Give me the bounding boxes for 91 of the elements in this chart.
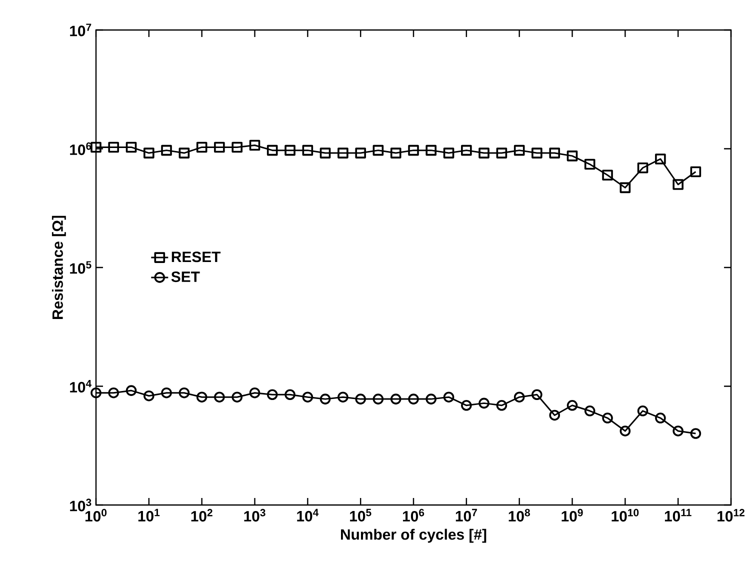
point <box>249 140 260 151</box>
point <box>266 144 278 156</box>
point <box>443 392 454 403</box>
x-axis-title: Number of cycles [#] <box>341 528 486 543</box>
point <box>355 148 366 158</box>
point <box>602 412 613 424</box>
x-tick-label: 10$^{3}$ <box>244 508 266 522</box>
point <box>284 389 296 400</box>
x-tick-label: 10$^{4}$ <box>297 508 319 522</box>
point <box>320 394 331 404</box>
point <box>549 410 560 421</box>
point <box>672 179 684 190</box>
point <box>372 394 384 404</box>
y-tick-label: 10$^{7}$ <box>70 24 92 36</box>
x-tick-label: 10$^{0}$ <box>85 508 107 522</box>
point <box>566 400 578 411</box>
y-tick-label: 10$^{5}$ <box>70 261 92 274</box>
point <box>249 387 260 398</box>
point <box>214 142 225 153</box>
x-tick-label: 10$^{7}$ <box>456 508 477 522</box>
point <box>372 144 384 156</box>
point <box>266 389 278 400</box>
point <box>514 144 525 156</box>
point <box>478 398 490 409</box>
x-tick-label: 10$^{11}$ <box>664 508 692 522</box>
point <box>90 387 102 398</box>
point <box>496 400 508 411</box>
point <box>655 154 666 164</box>
point <box>620 426 631 436</box>
point <box>108 387 119 398</box>
point <box>690 166 702 178</box>
point <box>690 428 702 439</box>
point <box>284 144 296 156</box>
point <box>126 142 137 153</box>
point <box>214 392 225 403</box>
point <box>620 182 631 194</box>
point <box>144 148 154 158</box>
point <box>338 392 348 403</box>
point <box>90 142 102 153</box>
x-tick-label: 10$^{6}$ <box>402 508 424 522</box>
point <box>196 392 208 403</box>
point <box>584 158 596 170</box>
point <box>496 148 508 158</box>
point <box>408 394 419 404</box>
point <box>126 385 137 396</box>
x-tick-label: 10$^{10}$ <box>612 508 639 522</box>
legend-label: RESET <box>172 252 221 262</box>
point <box>390 394 402 404</box>
point <box>426 394 436 404</box>
point <box>390 148 402 158</box>
point <box>514 392 525 403</box>
point <box>302 392 314 403</box>
y-tick-label: 10$^{4}$ <box>70 380 92 393</box>
x-tick-label: 10$^{12}$ <box>718 508 744 522</box>
point <box>178 148 190 158</box>
x-tick-label: 10$^{2}$ <box>191 508 212 522</box>
point <box>602 170 613 180</box>
point <box>232 392 243 403</box>
point <box>338 148 348 158</box>
point <box>478 148 490 158</box>
y-tick-label: 10$^{3}$ <box>70 498 92 512</box>
point <box>549 148 560 158</box>
y-axis-title: Resistance [Ω] <box>52 216 66 319</box>
point <box>461 144 472 156</box>
x-tick-label: 10$^{1}$ <box>138 508 160 522</box>
point <box>443 148 454 158</box>
point <box>461 400 472 411</box>
point <box>108 142 119 153</box>
point <box>144 390 154 402</box>
x-tick-label: 10$^{8}$ <box>508 508 530 522</box>
point <box>320 148 331 158</box>
point <box>532 148 542 158</box>
point <box>408 144 419 156</box>
point <box>302 144 314 156</box>
point <box>584 406 596 416</box>
point <box>426 144 436 156</box>
point <box>355 394 366 404</box>
point <box>161 144 172 156</box>
point <box>178 387 190 398</box>
x-tick-label: 10$^{9}$ <box>562 508 583 522</box>
point <box>232 142 243 153</box>
x-tick-label: 10$^{5}$ <box>350 508 372 522</box>
legend-label: SET <box>171 271 200 282</box>
point <box>196 142 208 153</box>
point <box>637 162 648 174</box>
point <box>672 426 684 436</box>
point <box>637 406 648 416</box>
point <box>161 387 172 398</box>
point <box>655 412 666 424</box>
point <box>532 389 542 400</box>
point <box>566 150 578 162</box>
